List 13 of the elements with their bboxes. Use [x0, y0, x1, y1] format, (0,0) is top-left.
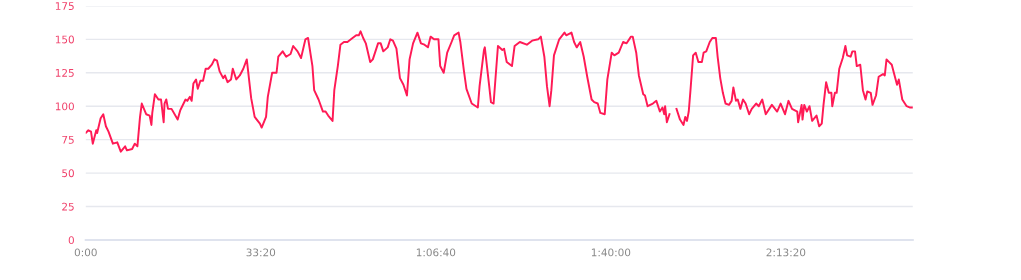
- y-tick-label: 75: [62, 136, 74, 144]
- x-tick-label: 1:40:00: [591, 248, 631, 257]
- y-tick-label: 150: [55, 35, 74, 44]
- x-tick-label: 1:06:40: [416, 248, 456, 257]
- x-tick-label: 0:00: [74, 248, 97, 257]
- x-tick-label: 2:13:20: [766, 248, 806, 257]
- y-tick-label: 0: [68, 236, 74, 245]
- y-tick-label: 25: [62, 202, 74, 211]
- y-tick-label: 50: [62, 169, 74, 178]
- y-tick-label: 125: [55, 68, 74, 77]
- y-tick-label: 175: [55, 2, 74, 10]
- x-tick-label: 33:20: [246, 248, 276, 257]
- y-tick-label: 100: [55, 102, 74, 111]
